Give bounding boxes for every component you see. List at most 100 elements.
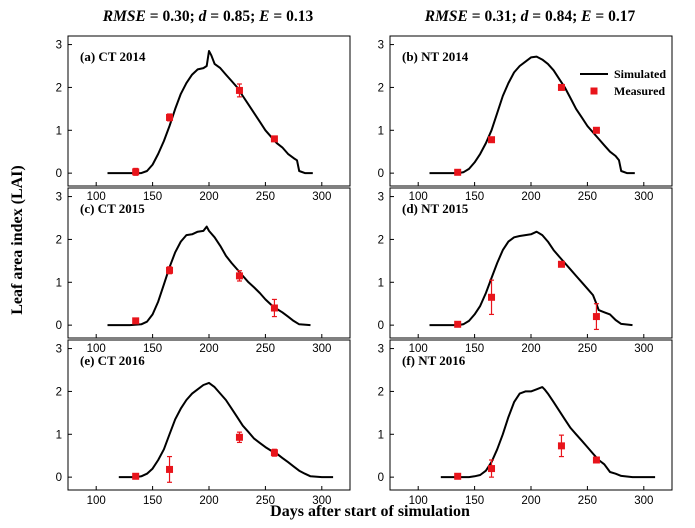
x-tick-label: 300 (312, 495, 331, 507)
y-tick-label: 0 (378, 320, 384, 332)
panel-label: (f) NT 2016 (402, 353, 466, 368)
x-tick-label: 300 (634, 343, 653, 355)
x-tick-label: 250 (256, 495, 275, 507)
title-left-val1: = 0.30; (146, 8, 199, 25)
measured-point (557, 260, 565, 268)
x-tick-label: 200 (521, 343, 540, 355)
measured-point (235, 86, 243, 94)
y-tick-label: 3 (378, 40, 384, 52)
y-tick-label: 2 (378, 386, 384, 398)
y-tick-label: 2 (56, 386, 62, 398)
y-tick-label: 0 (56, 472, 62, 484)
panel-6: 100 150 200 250 300 0 1 2 3 (f) NT 2016 (378, 339, 673, 507)
y-tick-label: 2 (56, 234, 62, 246)
y-tick-label: 3 (378, 344, 384, 356)
legend-measured-marker (590, 87, 598, 95)
measured-point (488, 293, 496, 301)
measured-point (592, 456, 600, 464)
x-tick-label: 100 (87, 495, 106, 507)
x-tick-label: 150 (143, 191, 162, 203)
x-tick-label: 100 (409, 191, 428, 203)
x-tick-label: 100 (87, 191, 106, 203)
title-left-val2: = 0.85; (206, 8, 259, 25)
panel-label: (d) NT 2015 (402, 201, 469, 216)
title-left-val3: = 0.13 (269, 8, 313, 25)
panel-4: 100 150 200 250 300 0 1 2 3 (d) NT 2015 (378, 187, 673, 355)
y-tick-label: 3 (56, 344, 62, 356)
y-tick-label: 0 (56, 168, 62, 180)
simulated-line (440, 386, 656, 479)
panel-2: 100 150 200 250 300 0 1 2 3 (b) NT 2014 Simulated M… (378, 35, 673, 203)
measured-point (454, 320, 462, 328)
measured-point (235, 272, 243, 280)
y-tick-label: 2 (56, 82, 62, 94)
y-tick-label: 3 (378, 192, 384, 204)
y-tick-label: 0 (56, 320, 62, 332)
title-left-metric3: E (258, 8, 269, 25)
column-title-right: RMSE = 0.31; d = 0.84; E = 0.17 (424, 8, 636, 25)
x-tick-label: 100 (87, 343, 106, 355)
x-tick-label: 100 (409, 495, 428, 507)
y-tick-label: 1 (56, 125, 62, 137)
x-tick-label: 250 (256, 191, 275, 203)
x-tick-label: 200 (199, 495, 218, 507)
title-right-val2: = 0.84; (528, 8, 581, 25)
x-tick-label: 150 (465, 191, 484, 203)
panel-label: (c) CT 2015 (80, 201, 145, 216)
title-right-metric3: E (580, 8, 591, 25)
x-tick-label: 150 (143, 343, 162, 355)
simulated-line (429, 230, 633, 327)
legend-measured-label: Measured (614, 84, 665, 98)
x-tick-label: 200 (521, 191, 540, 203)
x-tick-label: 100 (409, 343, 428, 355)
y-tick-label: 3 (56, 192, 62, 204)
panel-label: (e) CT 2016 (80, 353, 145, 368)
panel-1: 100 150 200 250 300 0 1 2 3 (a) CT 2014 (56, 35, 351, 203)
measured-point (488, 136, 496, 144)
x-tick-label: 250 (578, 343, 597, 355)
x-tick-label: 200 (199, 191, 218, 203)
measured-point (235, 433, 243, 441)
panel-label: (b) NT 2014 (402, 49, 469, 64)
measured-point (270, 304, 278, 312)
measured-point (454, 168, 462, 176)
measured-point (592, 126, 600, 134)
simulated-line (118, 381, 334, 479)
x-tick-label: 300 (312, 191, 331, 203)
x-tick-label: 300 (634, 495, 653, 507)
measured-point (166, 465, 174, 473)
y-axis-label: Leaf area index (LAI) (9, 165, 26, 314)
x-tick-label: 250 (578, 495, 597, 507)
y-tick-label: 1 (378, 429, 384, 441)
measured-point (166, 113, 174, 121)
y-tick-label: 2 (378, 234, 384, 246)
measured-point (132, 472, 140, 480)
y-tick-label: 1 (378, 277, 384, 289)
y-tick-label: 1 (56, 277, 62, 289)
x-tick-label: 300 (312, 343, 331, 355)
x-tick-label: 250 (578, 191, 597, 203)
x-tick-label: 250 (256, 343, 275, 355)
x-axis-label: Days after start of simulation (270, 503, 470, 520)
panel-3: 100 150 200 250 300 0 1 2 3 (c) CT 2015 (56, 187, 351, 355)
title-right-val3: = 0.17 (591, 8, 635, 25)
title-left-metric1: RMSE (102, 8, 146, 25)
x-tick-label: 300 (634, 191, 653, 203)
measured-point (132, 317, 140, 325)
legend-simulated-label: Simulated (614, 67, 666, 81)
x-tick-label: 150 (465, 343, 484, 355)
measured-point (488, 465, 496, 473)
x-tick-label: 150 (465, 495, 484, 507)
measured-point (557, 83, 565, 91)
title-right-metric2: d (521, 8, 529, 25)
measured-point (132, 168, 140, 176)
measured-point (592, 313, 600, 321)
panel-label: (a) CT 2014 (80, 49, 146, 64)
x-tick-label: 200 (521, 495, 540, 507)
column-title-left: RMSE = 0.30; d = 0.85; E = 0.13 (102, 8, 314, 25)
measured-point (270, 135, 278, 143)
title-right-metric1: RMSE (424, 8, 468, 25)
y-tick-label: 0 (378, 168, 384, 180)
